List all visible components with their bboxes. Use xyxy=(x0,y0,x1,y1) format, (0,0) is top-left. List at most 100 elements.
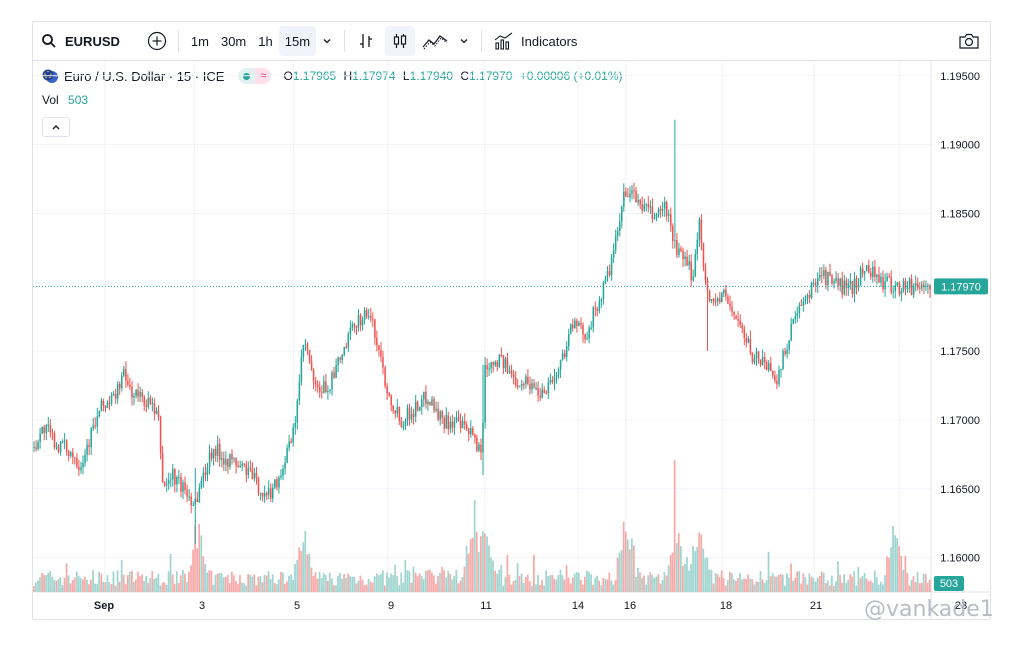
volume-bar xyxy=(377,575,380,592)
candle-body xyxy=(778,369,780,385)
candle-body xyxy=(498,354,501,367)
volume-bar xyxy=(159,585,162,592)
interval-dropdown[interactable] xyxy=(316,26,338,56)
screenshot-button[interactable] xyxy=(954,26,984,56)
volume-bar xyxy=(412,566,415,592)
volume-bar xyxy=(294,564,296,592)
price-tick-label: 1.19500 xyxy=(940,71,980,83)
candle-body xyxy=(831,275,833,284)
bar-style-button[interactable] xyxy=(351,26,381,56)
volume-bar xyxy=(145,575,148,592)
volume-bar xyxy=(904,556,907,592)
volume-bar xyxy=(702,548,705,592)
area-style-button[interactable] xyxy=(419,26,451,56)
collapse-legend-button[interactable] xyxy=(42,117,70,137)
candle-body xyxy=(635,190,637,203)
volume-bar xyxy=(794,577,797,592)
candle-body xyxy=(592,307,595,328)
candle-body xyxy=(551,380,554,383)
candle-body xyxy=(359,314,362,326)
volume-bar xyxy=(651,575,654,592)
time-tick-label: 21 xyxy=(810,600,822,612)
volume-bar xyxy=(473,500,476,592)
candle-body xyxy=(751,352,754,363)
candles xyxy=(33,119,931,544)
volume-bar xyxy=(228,583,231,592)
candle-body xyxy=(621,206,623,222)
candle-body xyxy=(439,411,441,420)
interval-15m[interactable]: 15m xyxy=(278,26,317,56)
volume-bar xyxy=(929,579,931,592)
time-tick-label: 3 xyxy=(199,600,205,612)
candle-body xyxy=(61,441,64,443)
volume-bar xyxy=(188,571,190,592)
candle-body xyxy=(574,320,576,329)
volume-bar xyxy=(61,585,64,592)
volume-bar xyxy=(400,572,403,592)
candle-body xyxy=(119,383,121,389)
volume-bar xyxy=(365,584,368,592)
candle-body xyxy=(425,391,427,405)
indicators-button[interactable]: Indicators xyxy=(488,26,583,56)
candle-body xyxy=(402,426,405,427)
volume-bar xyxy=(767,551,770,592)
candle-body xyxy=(823,270,825,276)
volume-bar xyxy=(528,581,531,592)
volume-bar xyxy=(265,575,268,592)
candle-body xyxy=(51,432,54,434)
volume-bar xyxy=(816,577,819,592)
volume-bar xyxy=(780,573,782,592)
symbol-search-button[interactable]: EURUSD xyxy=(41,26,128,56)
chart-type-dropdown[interactable] xyxy=(453,26,475,56)
candle-body xyxy=(753,358,756,363)
volume-bar xyxy=(396,576,399,592)
volume-bar xyxy=(800,583,803,592)
time-tick-label: 18 xyxy=(720,600,732,612)
compare-button[interactable] xyxy=(142,26,172,56)
chevron-down-icon xyxy=(323,39,331,44)
volume-bar xyxy=(310,567,313,592)
volume-bar xyxy=(445,577,448,592)
candle-body xyxy=(65,440,68,452)
volume-bar xyxy=(922,573,925,592)
candle-body xyxy=(110,395,113,404)
volume-bar xyxy=(351,576,354,592)
volume-bar xyxy=(312,576,315,592)
volume-bar xyxy=(257,576,260,592)
volume-bar xyxy=(888,557,890,592)
volume-bar xyxy=(335,585,337,592)
volume-bar xyxy=(569,583,572,592)
volume-bar xyxy=(363,585,366,592)
volume-bar xyxy=(659,583,662,592)
camera-icon xyxy=(959,33,979,49)
candle-body xyxy=(192,505,194,506)
candle-body xyxy=(817,278,819,286)
candle-body xyxy=(614,235,617,250)
volume-bar xyxy=(851,576,854,592)
candle-body xyxy=(739,320,741,325)
volume-bar xyxy=(775,576,778,592)
candle-body xyxy=(814,282,817,286)
candle-body xyxy=(188,496,190,498)
candle-body xyxy=(502,355,505,368)
interval-1m[interactable]: 1m xyxy=(190,33,209,49)
volume-bar xyxy=(179,575,182,592)
candle-body xyxy=(335,365,337,378)
candle-body xyxy=(765,362,768,370)
author-watermark: @vankade1 xyxy=(864,597,994,622)
volume-bar xyxy=(533,554,535,592)
candle-body xyxy=(561,353,564,361)
candle-body xyxy=(731,306,733,312)
volume-bar xyxy=(369,581,372,592)
interval-1h[interactable]: 1h xyxy=(258,33,273,49)
candle-body xyxy=(537,387,539,396)
volume-bar xyxy=(639,572,641,592)
candles-style-button[interactable] xyxy=(385,26,416,56)
candle-body xyxy=(549,380,552,382)
price-tick-label: 1.18500 xyxy=(940,208,980,220)
volume-bar xyxy=(198,524,201,592)
candle-body xyxy=(451,421,454,428)
candle-body xyxy=(82,462,84,468)
interval-30m[interactable]: 30m xyxy=(220,33,247,49)
